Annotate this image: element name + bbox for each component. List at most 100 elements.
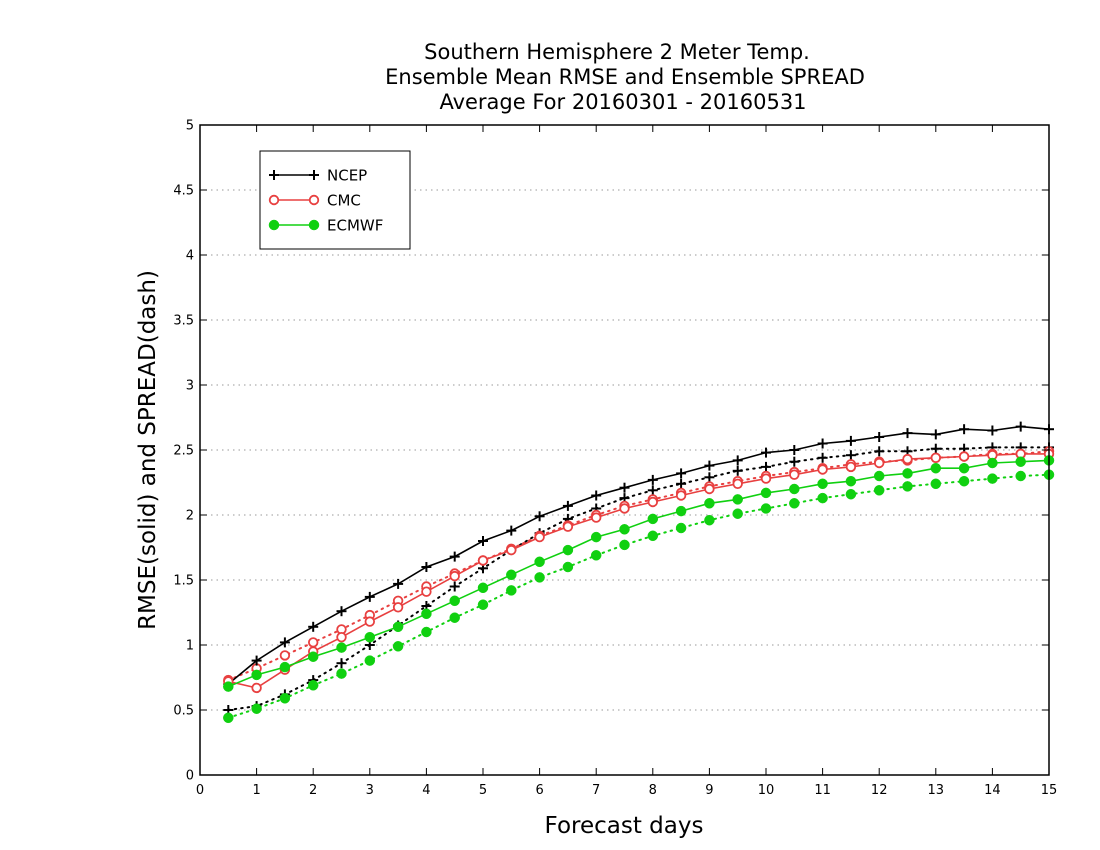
y-tick-label: 1.5	[173, 574, 194, 589]
legend-marker	[308, 219, 320, 231]
data-point	[902, 428, 913, 439]
y-tick-label: 2.5	[173, 444, 194, 459]
y-tick-label: 3	[186, 379, 194, 394]
data-point	[506, 569, 517, 581]
data-point	[845, 461, 857, 473]
data-point	[789, 456, 800, 467]
data-point	[308, 637, 319, 648]
x-tick-label: 14	[984, 783, 1001, 798]
data-point	[958, 475, 970, 487]
data-point	[874, 432, 885, 442]
y-tick-label: 3.5	[173, 314, 194, 329]
x-tick-label: 8	[649, 783, 657, 798]
y-tick-label: 1	[186, 639, 194, 654]
data-point	[958, 462, 970, 474]
data-point	[647, 513, 659, 525]
legend-marker	[308, 194, 320, 206]
data-point	[902, 481, 913, 492]
data-point	[590, 531, 602, 543]
x-tick-label: 15	[1041, 783, 1058, 798]
x-tick-label: 9	[705, 783, 713, 798]
data-point	[647, 474, 658, 485]
x-tick-label: 4	[422, 783, 430, 798]
data-point	[223, 681, 234, 692]
data-point	[562, 561, 574, 573]
data-point	[761, 447, 771, 458]
data-point	[619, 524, 630, 535]
data-point	[251, 669, 262, 681]
data-point	[845, 475, 857, 487]
data-point	[534, 572, 545, 583]
legend-label: NCEP	[327, 167, 367, 185]
data-point	[421, 626, 432, 638]
data-point	[392, 641, 404, 652]
data-point	[874, 446, 885, 457]
series-ecmwf-spread	[223, 469, 1055, 724]
data-point	[930, 462, 942, 474]
data-point	[675, 490, 687, 501]
gridlines	[200, 189, 1049, 711]
data-point	[704, 472, 715, 483]
data-point	[506, 525, 517, 536]
data-point	[534, 556, 545, 568]
y-axis-label: RMSE(solid) and SPREAD(dash)	[135, 270, 161, 630]
data-point	[392, 621, 404, 633]
chart-title-line-1: Southern Hemisphere 2 Meter Temp.	[424, 40, 810, 64]
data-point	[817, 452, 828, 463]
legend-label: ECMWF	[327, 217, 383, 235]
data-point	[676, 478, 687, 489]
data-point	[562, 500, 573, 511]
x-tick-label: 1	[252, 783, 260, 798]
data-point	[845, 450, 856, 461]
data-point	[817, 492, 828, 504]
data-point	[789, 469, 800, 480]
y-tick-label: 4	[186, 249, 194, 264]
legend-entry-ecmwf: ECMWF	[268, 217, 383, 235]
data-point	[619, 482, 630, 493]
data-point	[817, 478, 828, 490]
data-point	[987, 457, 998, 469]
series-line	[227, 473, 1050, 719]
legend-marker	[309, 170, 319, 180]
data-point	[364, 591, 375, 602]
x-axis: 0 1 2 3 4 5 6 7 8 9 10 11 12 13 14 15	[196, 125, 1057, 798]
data-point	[732, 455, 743, 466]
series-cmc-spread	[223, 446, 1055, 686]
x-tick-label: 2	[309, 783, 317, 798]
data-point	[675, 505, 687, 517]
data-point	[1015, 421, 1026, 432]
series-layer	[223, 421, 1055, 724]
data-point	[930, 443, 941, 454]
data-point	[506, 585, 517, 596]
data-point	[873, 485, 885, 496]
data-point	[478, 536, 488, 546]
data-point	[619, 503, 630, 514]
data-point	[902, 468, 913, 479]
data-point	[647, 485, 658, 496]
data-point	[902, 453, 913, 465]
data-point	[562, 521, 574, 532]
data-point	[676, 468, 687, 479]
data-point	[647, 530, 659, 542]
data-point	[251, 655, 262, 666]
data-point	[732, 478, 743, 490]
data-point	[647, 496, 659, 508]
data-point	[591, 512, 602, 523]
chart-title: Southern Hemisphere 2 Meter Temp. Ensemb…	[385, 40, 865, 114]
data-point	[251, 682, 262, 694]
y-tick-label: 2	[186, 509, 194, 524]
data-point	[421, 608, 432, 620]
data-point	[506, 544, 517, 556]
data-point	[732, 465, 743, 476]
data-point	[987, 425, 998, 436]
data-point	[619, 539, 630, 551]
data-point	[336, 632, 347, 643]
legend-marker	[269, 170, 279, 180]
series-line	[228, 453, 1049, 689]
data-point	[364, 655, 376, 666]
x-tick-label: 0	[196, 783, 204, 798]
x-tick-label: 3	[366, 783, 374, 798]
data-point	[930, 452, 942, 464]
data-point	[789, 483, 800, 495]
data-point	[307, 680, 319, 691]
